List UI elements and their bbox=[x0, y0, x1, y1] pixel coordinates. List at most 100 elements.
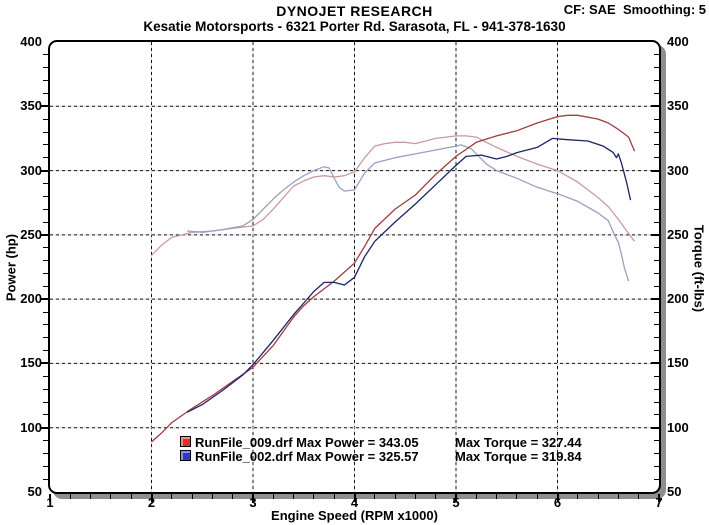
rpm-axis-label-3: 3 bbox=[249, 495, 257, 510]
y-axis-right-minor-tick bbox=[654, 131, 659, 133]
x-axis-minor-tick bbox=[374, 494, 376, 499]
y-axis-right-minor-tick bbox=[654, 182, 659, 184]
x-axis-minor-tick bbox=[475, 494, 477, 499]
chart-canvas bbox=[50, 42, 659, 492]
x-axis-minor-tick bbox=[617, 494, 619, 499]
y-axis-right-minor-tick bbox=[654, 195, 659, 197]
y-axis-left-minor-tick bbox=[43, 157, 48, 159]
x-axis-major-tick bbox=[150, 494, 153, 502]
y-axis-left-minor-tick bbox=[43, 208, 48, 210]
y-axis-right-minor-tick bbox=[654, 414, 659, 416]
y-axis-left-minor-tick bbox=[43, 80, 48, 82]
y-axis-left-minor-tick bbox=[43, 247, 48, 249]
y-axis-left-minor-tick bbox=[43, 452, 48, 454]
y-axis-right-minor-tick bbox=[654, 311, 659, 313]
torque-axis-label-400: 400 bbox=[667, 34, 689, 49]
x-axis-minor-tick bbox=[414, 494, 416, 499]
x-axis-major-tick bbox=[252, 494, 254, 502]
y-axis-right-minor-tick bbox=[654, 260, 659, 262]
y-axis-left-minor-tick bbox=[43, 272, 48, 274]
x-axis-minor-tick bbox=[313, 494, 315, 499]
rpm-axis-label-2: 2 bbox=[147, 495, 156, 510]
power-axis-label-350: 350 bbox=[20, 98, 42, 114]
y-axis-left-minor-tick bbox=[43, 375, 48, 377]
legend-run009-max-torque: Max Torque = 327.44 bbox=[455, 435, 582, 450]
y-axis-right-minor-tick bbox=[654, 350, 659, 352]
x-axis-minor-tick bbox=[496, 494, 498, 499]
y-axis-right-minor-tick bbox=[654, 375, 659, 377]
y-axis-left-minor-tick bbox=[43, 440, 48, 442]
shop-info-line: Kesatie Motorsports - 6321 Porter Rd. Sa… bbox=[143, 19, 566, 34]
power-axis-label-250: 250 bbox=[20, 226, 42, 242]
y-axis-right-minor-tick bbox=[654, 247, 659, 249]
x-axis-minor-tick bbox=[110, 494, 112, 499]
y-axis-left-minor-tick bbox=[43, 401, 48, 403]
torque-axis-label-150: 150 bbox=[667, 355, 689, 371]
y-axis-right-minor-tick bbox=[654, 272, 659, 274]
y-axis-left-major-tick bbox=[40, 233, 48, 236]
y-axis-left-minor-tick bbox=[43, 260, 48, 262]
y-axis-left-minor-tick bbox=[43, 195, 48, 197]
legend-run002-max-power: RunFile_002.drf Max Power = 325.57 bbox=[195, 449, 419, 464]
x-axis-minor-tick bbox=[577, 494, 579, 499]
y-axis-left-minor-tick bbox=[43, 337, 48, 339]
y-axis-right-minor-tick bbox=[654, 80, 659, 82]
x-axis-title: Engine Speed (RPM x1000) bbox=[271, 508, 438, 523]
y-axis-right-minor-tick bbox=[654, 118, 659, 120]
correction-smoothing-readout: CF: SAE Smoothing: 5 bbox=[563, 2, 706, 17]
rpm-axis-label-7: 7 bbox=[655, 495, 663, 510]
torque-axis-label-200: 200 bbox=[667, 291, 689, 307]
y-axis-right-major-tick bbox=[651, 169, 659, 172]
x-axis-minor-tick bbox=[333, 494, 335, 499]
y-axis-left-minor-tick bbox=[43, 67, 48, 69]
x-axis-minor-tick bbox=[435, 494, 437, 499]
torque-axis-label-350: 350 bbox=[667, 98, 689, 114]
x-axis-minor-tick bbox=[394, 494, 396, 499]
legend-row-run009: RunFile_009.drf Max Power = 343.05 Max T… bbox=[180, 435, 582, 450]
y-axis-right-minor-tick bbox=[654, 440, 659, 442]
y-axis-left-minor-tick bbox=[43, 350, 48, 352]
y-axis-right-minor-tick bbox=[654, 144, 659, 146]
legend-run002-max-torque: Max Torque = 319.84 bbox=[455, 449, 582, 464]
x-axis-major-tick bbox=[49, 494, 51, 502]
y-axis-right-minor-tick bbox=[654, 285, 659, 287]
y-axis-title-left: Power (hp) bbox=[3, 233, 19, 302]
curve-runfile_002-power bbox=[186, 137, 632, 413]
rpm-axis-label-4: 4 bbox=[350, 495, 359, 510]
x-axis-minor-tick bbox=[638, 494, 640, 499]
y-axis-right-minor-tick bbox=[654, 208, 659, 210]
x-axis-minor-tick bbox=[171, 494, 173, 499]
y-axis-right-minor-tick bbox=[654, 388, 659, 390]
x-axis-minor-tick bbox=[130, 494, 132, 499]
y-axis-left-minor-tick bbox=[43, 285, 48, 287]
y-axis-right-minor-tick bbox=[654, 54, 659, 56]
x-axis-major-tick bbox=[556, 494, 559, 502]
x-axis-minor-tick bbox=[597, 494, 599, 499]
y-axis-left-minor-tick bbox=[43, 324, 48, 326]
y-axis-right-minor-tick bbox=[654, 478, 659, 480]
x-axis-major-tick bbox=[353, 494, 356, 502]
rpm-axis-label-1: 1 bbox=[46, 495, 54, 510]
y-axis-left-minor-tick bbox=[43, 54, 48, 56]
legend-swatch-run009-icon bbox=[180, 436, 191, 447]
torque-axis-label-250: 250 bbox=[667, 226, 689, 242]
y-axis-right-major-tick bbox=[651, 233, 659, 236]
y-axis-right-minor-tick bbox=[654, 67, 659, 69]
legend-row-run002: RunFile_002.drf Max Power = 325.57 Max T… bbox=[180, 449, 582, 464]
y-axis-left-minor-tick bbox=[43, 388, 48, 390]
y-axis-right-minor-tick bbox=[654, 92, 659, 94]
y-axis-left-major-tick bbox=[40, 426, 48, 429]
power-axis-label-150: 150 bbox=[20, 355, 42, 371]
legend-run009-max-power: RunFile_009.drf Max Power = 343.05 bbox=[195, 435, 419, 450]
x-axis-minor-tick bbox=[516, 494, 518, 499]
x-axis-minor-tick bbox=[211, 494, 213, 499]
y-axis-left-minor-tick bbox=[43, 131, 48, 133]
y-axis-right-major-tick bbox=[651, 426, 659, 429]
torque-axis-label-100: 100 bbox=[667, 419, 689, 435]
y-axis-left-major-tick bbox=[40, 169, 48, 172]
y-axis-left-major-tick bbox=[40, 298, 48, 301]
y-axis-right-minor-tick bbox=[654, 157, 659, 159]
curve-runfile_002-torque bbox=[186, 144, 630, 282]
y-axis-right-minor-tick bbox=[654, 221, 659, 223]
